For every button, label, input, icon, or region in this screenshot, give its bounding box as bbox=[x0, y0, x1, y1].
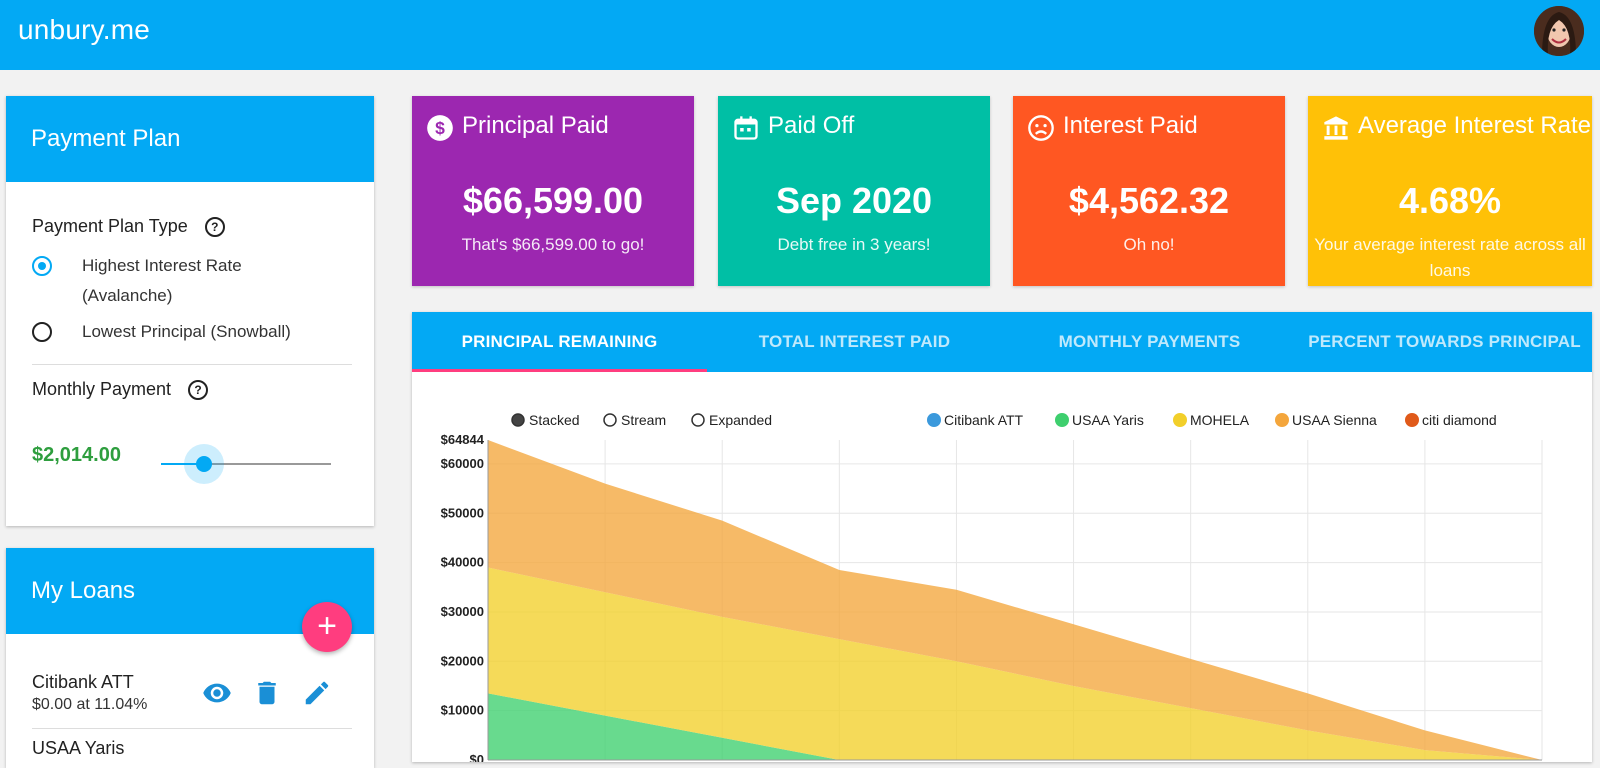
stat-value: $66,599.00 bbox=[462, 180, 644, 221]
legend-marker[interactable] bbox=[1173, 413, 1187, 427]
area-series bbox=[488, 567, 1542, 760]
legend-label[interactable]: Citibank ATT bbox=[944, 412, 1024, 428]
payment-plan-type-label: Payment Plan Type bbox=[32, 216, 188, 236]
average-interest-rate-card: Average Interest Rate 4.68% Your average… bbox=[1308, 96, 1592, 286]
sad-face-icon bbox=[1028, 115, 1054, 141]
stat-subtitle: That's $66,599.00 to go! bbox=[461, 235, 645, 254]
chart-mode-radio[interactable] bbox=[691, 413, 705, 427]
user-avatar[interactable] bbox=[1534, 6, 1584, 56]
monthly-payment-heading: Monthly Payment ? bbox=[32, 379, 209, 401]
svg-text:$: $ bbox=[435, 118, 445, 138]
stat-subtitle: Your average interest rate across all lo… bbox=[1314, 235, 1586, 280]
area-series bbox=[488, 440, 1542, 760]
divider bbox=[32, 364, 352, 365]
legend-marker[interactable] bbox=[1055, 413, 1069, 427]
tab-percent-towards-principal[interactable]: PERCENT TOWARDS PRINCIPAL bbox=[1308, 332, 1581, 351]
trash-icon[interactable] bbox=[252, 678, 282, 708]
my-loans-title: My Loans bbox=[6, 548, 374, 634]
interest-paid-card: Interest Paid $4,562.32 Oh no! bbox=[1013, 96, 1285, 286]
stat-title: Average Interest Rate bbox=[1358, 112, 1592, 139]
monthly-payment-slider[interactable] bbox=[161, 444, 331, 484]
avalanche-label-line2: (Avalanche) bbox=[82, 286, 173, 305]
active-tab-indicator bbox=[412, 369, 707, 372]
add-loan-button[interactable]: + bbox=[302, 602, 352, 652]
y-max-label: $64844 bbox=[441, 432, 485, 447]
stat-subtitle: Debt free in 3 years! bbox=[777, 235, 931, 254]
avalanche-radio[interactable] bbox=[32, 256, 52, 276]
tab-principal-remaining[interactable]: PRINCIPAL REMAINING bbox=[461, 332, 658, 351]
stat-value: Sep 2020 bbox=[775, 180, 933, 221]
avalanche-label[interactable]: Highest Interest Rate (Avalanche) bbox=[82, 251, 242, 311]
chart-mode-radio[interactable] bbox=[603, 413, 617, 427]
legend-label[interactable]: citi diamond bbox=[1422, 412, 1497, 428]
chart-card: PRINCIPAL REMAINING TOTAL INTEREST PAID … bbox=[412, 312, 1592, 762]
divider bbox=[32, 728, 352, 729]
stat-subtitle: Oh no! bbox=[1123, 235, 1175, 254]
y-tick-label: $20000 bbox=[441, 653, 484, 668]
brand-logo[interactable]: unbury.me bbox=[18, 14, 151, 45]
calendar-icon bbox=[734, 116, 758, 140]
stat-title: Interest Paid bbox=[1063, 112, 1198, 139]
chart-mode-label[interactable]: Stacked bbox=[529, 412, 580, 428]
y-tick-label: $60000 bbox=[441, 456, 484, 471]
loan-name: Citibank ATT bbox=[32, 672, 134, 692]
loan-detail: $0.00 at 11.04% bbox=[32, 696, 148, 713]
legend-marker[interactable] bbox=[927, 413, 941, 427]
stat-title: Paid Off bbox=[768, 112, 855, 139]
stat-value: $4,562.32 bbox=[1068, 180, 1230, 221]
top-app-bar: unbury.me bbox=[0, 0, 1600, 70]
payment-plan-title: Payment Plan bbox=[6, 96, 374, 182]
question-circle-icon[interactable]: ? bbox=[188, 380, 209, 401]
stat-value: 4.68% bbox=[1398, 180, 1502, 221]
snowball-label[interactable]: Lowest Principal (Snowball) bbox=[82, 322, 291, 341]
question-circle-icon[interactable]: ? bbox=[204, 217, 225, 238]
snowball-radio[interactable] bbox=[32, 322, 52, 342]
chart-tabs: PRINCIPAL REMAINING TOTAL INTEREST PAID … bbox=[412, 312, 1592, 372]
eye-icon[interactable] bbox=[202, 678, 232, 708]
legend-label[interactable]: USAA Yaris bbox=[1072, 412, 1144, 428]
chart-mode-label[interactable]: Expanded bbox=[709, 412, 772, 428]
chart-mode-label[interactable]: Stream bbox=[621, 412, 666, 428]
y-tick-label: $40000 bbox=[441, 555, 484, 570]
tab-monthly-payments[interactable]: MONTHLY PAYMENTS bbox=[1058, 332, 1241, 351]
legend-label[interactable]: MOHELA bbox=[1190, 412, 1250, 428]
my-loans-card: My Loans Citibank ATT $0.00 at 11.04% US… bbox=[6, 548, 374, 768]
legend-marker[interactable] bbox=[1275, 413, 1289, 427]
paid-off-card: Paid Off Sep 2020 Debt free in 3 years! bbox=[718, 96, 990, 286]
slider-thumb[interactable] bbox=[195, 456, 212, 472]
chart-mode-radio[interactable] bbox=[511, 413, 525, 427]
y-tick-label: $0 bbox=[470, 752, 484, 762]
loan-name: USAA Yaris bbox=[32, 738, 125, 758]
avalanche-label-line1: Highest Interest Rate bbox=[82, 256, 242, 275]
plus-icon: + bbox=[317, 607, 337, 645]
legend-label[interactable]: USAA Sienna bbox=[1292, 412, 1377, 428]
stat-title: Principal Paid bbox=[462, 112, 609, 139]
monthly-payment-label: Monthly Payment bbox=[32, 379, 172, 399]
monthly-payment-value: $2,014.00 bbox=[32, 444, 121, 466]
y-tick-label: $30000 bbox=[441, 604, 484, 619]
payment-plan-type-heading: Payment Plan Type ? bbox=[32, 216, 225, 238]
y-tick-label: $10000 bbox=[441, 703, 484, 718]
payment-plan-card: Payment Plan Payment Plan Type ? Highest… bbox=[6, 96, 374, 526]
principal-remaining-chart: Stacked Stream Expanded Citibank ATT USAA Ya… bbox=[441, 412, 1543, 762]
tab-total-interest-paid[interactable]: TOTAL INTEREST PAID bbox=[758, 332, 951, 351]
pencil-icon[interactable] bbox=[302, 678, 332, 708]
bank-icon bbox=[1324, 116, 1348, 140]
principal-paid-card: $ Principal Paid $66,599.00 That's $66,5… bbox=[412, 96, 694, 286]
y-tick-label: $50000 bbox=[441, 505, 484, 520]
slider-fill bbox=[161, 463, 204, 465]
dollar-circle-icon: $ bbox=[427, 115, 453, 141]
legend-marker[interactable] bbox=[1405, 413, 1419, 427]
